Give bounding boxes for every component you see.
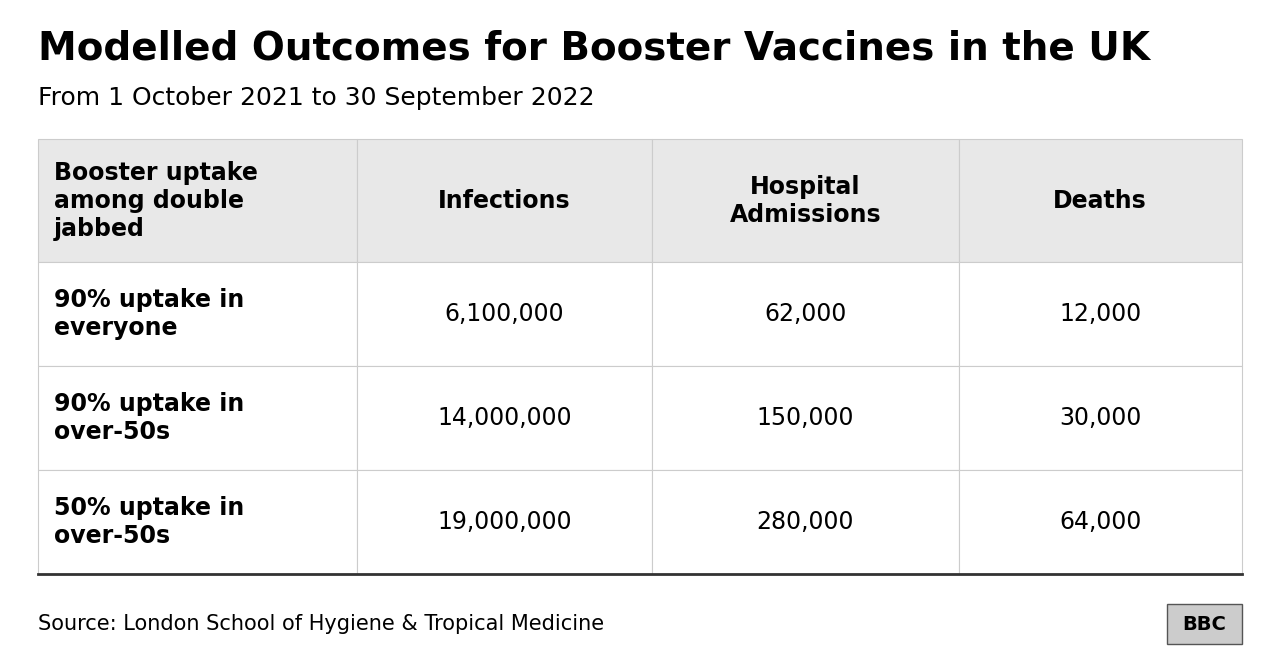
Text: Source: London School of Hygiene & Tropical Medicine: Source: London School of Hygiene & Tropi…	[38, 614, 604, 634]
Text: 150,000: 150,000	[756, 406, 854, 430]
Text: 19,000,000: 19,000,000	[438, 511, 572, 535]
Text: 90% uptake in
everyone: 90% uptake in everyone	[54, 288, 244, 340]
Text: 6,100,000: 6,100,000	[445, 302, 564, 326]
Text: 280,000: 280,000	[756, 511, 854, 535]
Text: 30,000: 30,000	[1059, 406, 1142, 430]
Text: Modelled Outcomes for Booster Vaccines in the UK: Modelled Outcomes for Booster Vaccines i…	[38, 30, 1151, 68]
Text: 90% uptake in
over-50s: 90% uptake in over-50s	[54, 392, 244, 444]
Text: Infections: Infections	[438, 189, 571, 213]
Text: 64,000: 64,000	[1059, 511, 1142, 535]
Text: Deaths: Deaths	[1053, 189, 1147, 213]
Text: Booster uptake
among double
jabbed: Booster uptake among double jabbed	[54, 161, 257, 240]
Text: BBC: BBC	[1183, 615, 1226, 633]
Text: 12,000: 12,000	[1059, 302, 1142, 326]
Text: 62,000: 62,000	[764, 302, 846, 326]
Text: From 1 October 2021 to 30 September 2022: From 1 October 2021 to 30 September 2022	[38, 86, 595, 110]
Text: 50% uptake in
over-50s: 50% uptake in over-50s	[54, 497, 244, 548]
Text: Hospital
Admissions: Hospital Admissions	[730, 175, 881, 227]
Text: 14,000,000: 14,000,000	[438, 406, 572, 430]
